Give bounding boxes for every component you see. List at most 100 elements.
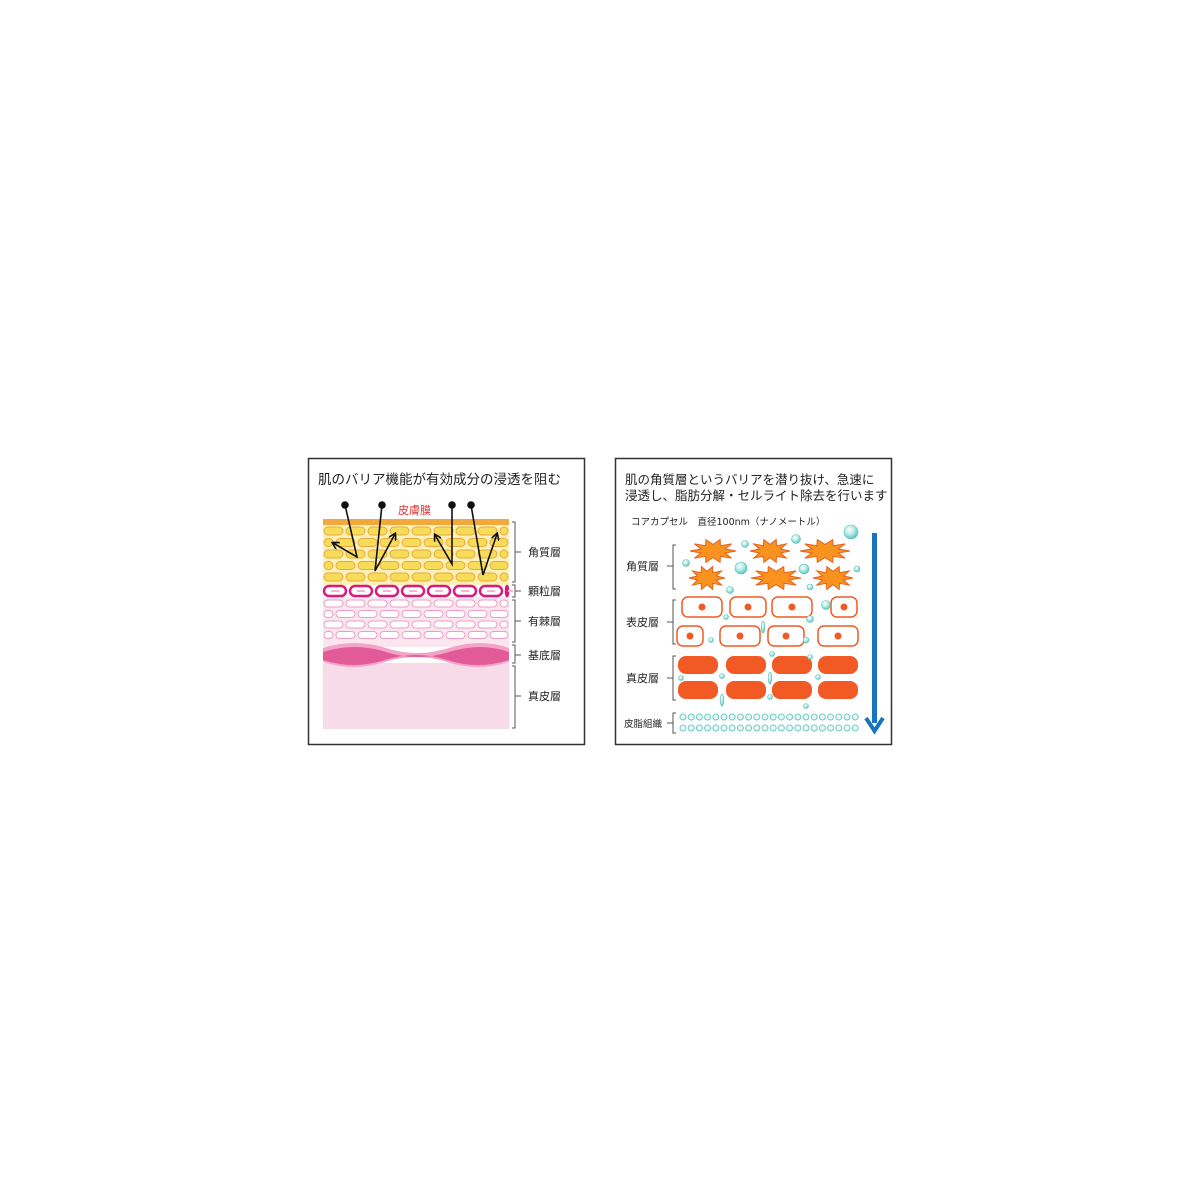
horny-cell [445, 561, 466, 570]
spinous-cell [489, 610, 509, 618]
fat-cell [687, 713, 695, 721]
fat-cell [802, 713, 810, 721]
fat-cell [851, 713, 859, 721]
horny-cell [455, 549, 476, 559]
left-brackets [512, 521, 521, 729]
horny-cell [467, 561, 488, 570]
fat-cell [679, 724, 687, 732]
core-capsule [708, 637, 714, 643]
fat-cell [704, 713, 712, 721]
fat-cell [695, 713, 703, 721]
membrane-label: 皮膚膜 [398, 503, 431, 517]
spinous-cell [379, 610, 400, 618]
granular-cell [504, 584, 510, 598]
spinous-cell [411, 620, 432, 629]
horny-cell [433, 572, 454, 582]
horny-cell [489, 561, 509, 570]
core-capsule [803, 703, 809, 709]
horny-cell-star [688, 565, 726, 591]
horny-cell [455, 526, 476, 536]
horny-cell [433, 549, 454, 559]
fat-cell [827, 724, 835, 732]
fat-cell [777, 724, 785, 732]
label-spinous-layer: 有棘層 [528, 614, 561, 628]
fat-cell [720, 724, 728, 732]
core-capsule-caption: コアカプセル 直径100nm（ナノメートル） [631, 516, 825, 528]
fat-cell [753, 713, 761, 721]
dermis-cell [726, 656, 766, 674]
horny-cell [323, 549, 344, 559]
fat-cell [753, 724, 761, 732]
fat-cell [687, 724, 695, 732]
core-capsule-squeezed [719, 693, 725, 707]
spinous-cell [389, 620, 410, 629]
arrow-bounce [470, 504, 497, 576]
horny-cell [335, 538, 356, 547]
left-panel-title: 肌のバリア機能が有効成分の浸透を阻む [318, 472, 561, 488]
horny-cell [477, 526, 498, 536]
horny-cell [323, 526, 344, 536]
core-capsule [719, 673, 725, 679]
spinous-cell [323, 620, 344, 629]
core-capsule-squeezed [767, 671, 773, 685]
spinous-cell [411, 599, 432, 608]
spinous-cell [489, 631, 509, 639]
core-capsule [802, 636, 810, 644]
fat-cell [769, 724, 777, 732]
fat-cell [679, 713, 687, 721]
spinous-cell [345, 620, 366, 629]
fat-cell [835, 724, 843, 732]
spinous-cell [323, 610, 334, 618]
left-cells [322, 526, 513, 639]
spinous-cell [423, 631, 444, 639]
spinous-cell [389, 599, 410, 608]
horny-cell [389, 526, 410, 536]
horny-cell-star [750, 565, 802, 591]
fat-cell [736, 724, 744, 732]
fat-cell [843, 713, 851, 721]
fat-cell [810, 713, 818, 721]
core-capsule [734, 561, 748, 575]
label-dermis-layer: 真皮層 [528, 689, 561, 703]
epidermis-nucleus [782, 632, 790, 640]
penetration-arrow [864, 533, 885, 735]
horny-cell [367, 526, 388, 536]
horny-cell [357, 538, 378, 547]
core-capsule [815, 674, 821, 680]
horny-cell [499, 572, 509, 582]
core-capsule [726, 586, 734, 594]
left-panel: 肌のバリア機能が有効成分の浸透を阻む 皮膚膜 角質層 顆粒層 有棘層 [307, 457, 586, 746]
fat-cell [769, 713, 777, 721]
fat-cell [794, 724, 802, 732]
spinous-cell [367, 599, 388, 608]
horny-cell [455, 572, 476, 582]
dermis-cell [678, 656, 718, 674]
horny-cell-star [689, 538, 737, 564]
spinous-cell [335, 610, 356, 618]
dermis-cell [772, 656, 812, 674]
spinous-cell [367, 620, 388, 629]
horny-cell [411, 572, 432, 582]
skin-membrane-strip [323, 519, 509, 525]
horny-cell [323, 572, 344, 582]
dermis-cell [818, 681, 858, 699]
dermis-layer [323, 663, 509, 729]
spinous-cell [433, 620, 454, 629]
spinous-cell [345, 599, 366, 608]
spinous-cell [335, 631, 356, 639]
horny-cell [389, 572, 410, 582]
epidermis-nucleus [736, 632, 744, 640]
horny-cell [357, 561, 378, 570]
fat-cell [728, 713, 736, 721]
fat-cell [786, 713, 794, 721]
epidermis-nucleus [834, 632, 842, 640]
right-panel-title-line1: 肌の角質層というバリアを潜り抜け、急速に [625, 472, 874, 487]
core-capsule [843, 524, 859, 540]
horny-cell [345, 572, 366, 582]
epidermis-nucleus [744, 603, 752, 611]
core-capsule [682, 559, 690, 567]
core-capsule [769, 651, 775, 657]
horny-cell [401, 538, 422, 547]
fat-cell [728, 724, 736, 732]
